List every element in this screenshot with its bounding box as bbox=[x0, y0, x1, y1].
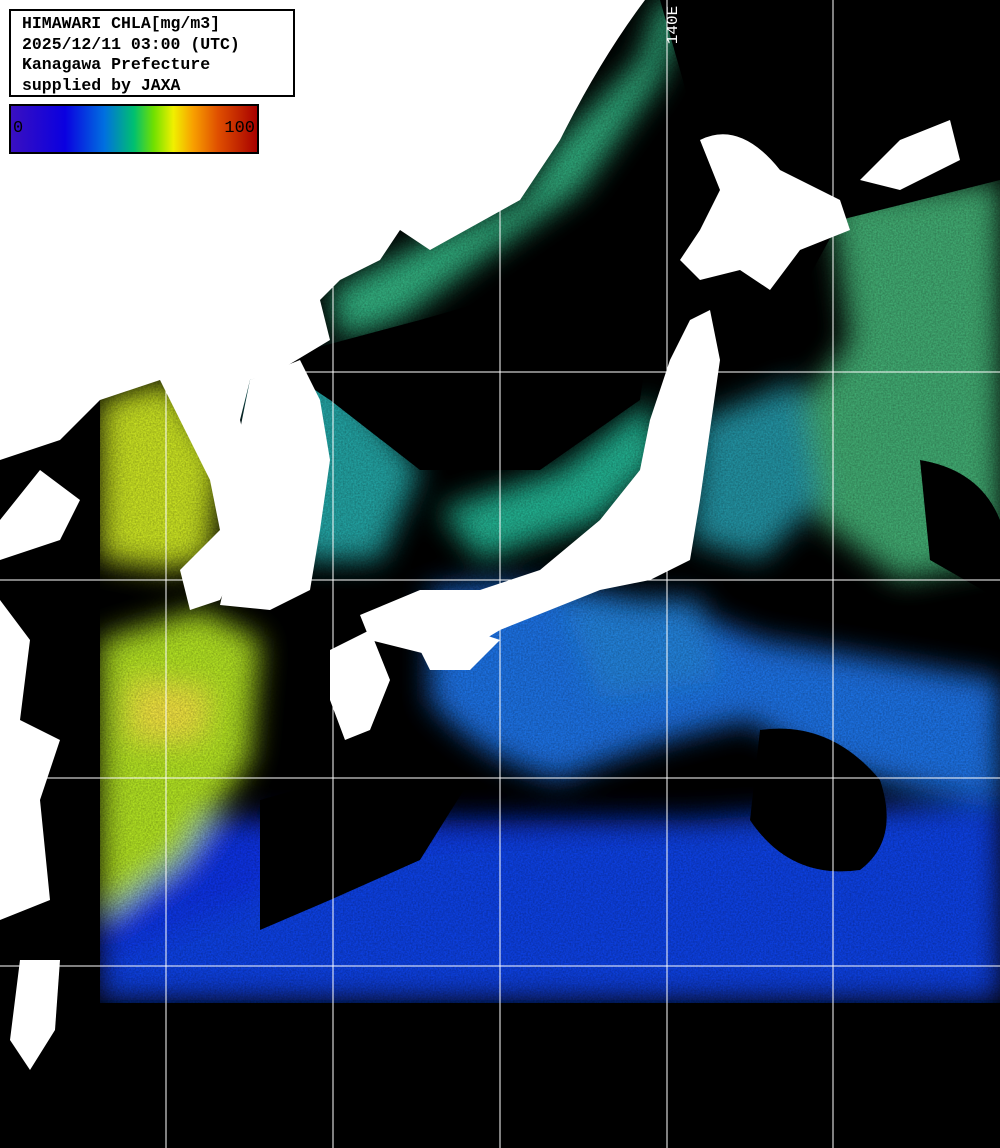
map-region: Kanagawa Prefecture bbox=[22, 55, 211, 74]
info-box: HIMAWARI CHLA[mg/m3] 2025/12/11 03:00 (U… bbox=[9, 9, 295, 97]
sado-island bbox=[400, 125, 430, 165]
map-credit: supplied by JAXA bbox=[22, 75, 181, 95]
map-title: HIMAWARI CHLA[mg/m3] bbox=[22, 14, 221, 33]
honshu bbox=[360, 310, 720, 660]
china-coast bbox=[0, 470, 80, 920]
lat-label-40n: 40N bbox=[14, 352, 43, 370]
sakhalin bbox=[860, 120, 960, 190]
korean-peninsula bbox=[220, 360, 330, 610]
map-datetime: 2025/12/11 03:00 (UTC) bbox=[22, 34, 240, 54]
hokkaido bbox=[680, 134, 850, 290]
shikoku bbox=[420, 630, 500, 670]
colorbar-legend: 0 100 bbox=[9, 104, 259, 154]
colorbar-min-label: 0 bbox=[13, 119, 24, 138]
lat-label-30n: 30N bbox=[14, 758, 43, 776]
taiwan bbox=[10, 960, 60, 1070]
lon-label-140e: 140E bbox=[664, 5, 683, 45]
kyushu bbox=[330, 630, 390, 740]
colorbar-max-label: 100 bbox=[224, 119, 255, 138]
